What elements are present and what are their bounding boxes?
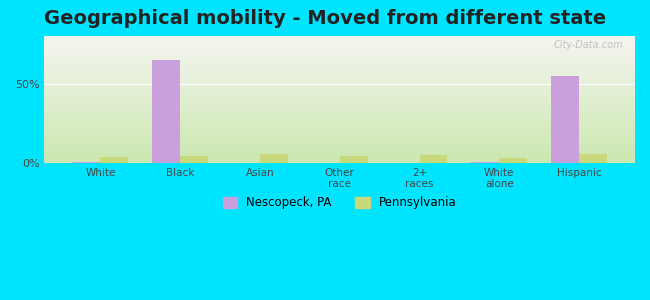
- Bar: [100, 158, 128, 163]
- Legend: Nescopeck, PA, Pennsylvania: Nescopeck, PA, Pennsylvania: [218, 192, 462, 214]
- Bar: [340, 156, 368, 163]
- Text: Geographical mobility - Moved from different state: Geographical mobility - Moved from diffe…: [44, 9, 606, 28]
- Bar: [499, 158, 527, 163]
- Bar: [260, 154, 288, 163]
- Bar: [72, 162, 100, 163]
- Bar: [152, 60, 180, 163]
- Bar: [419, 155, 447, 163]
- Bar: [551, 76, 579, 163]
- Bar: [579, 154, 607, 163]
- Bar: [180, 156, 208, 163]
- Text: City-Data.com: City-Data.com: [554, 40, 623, 50]
